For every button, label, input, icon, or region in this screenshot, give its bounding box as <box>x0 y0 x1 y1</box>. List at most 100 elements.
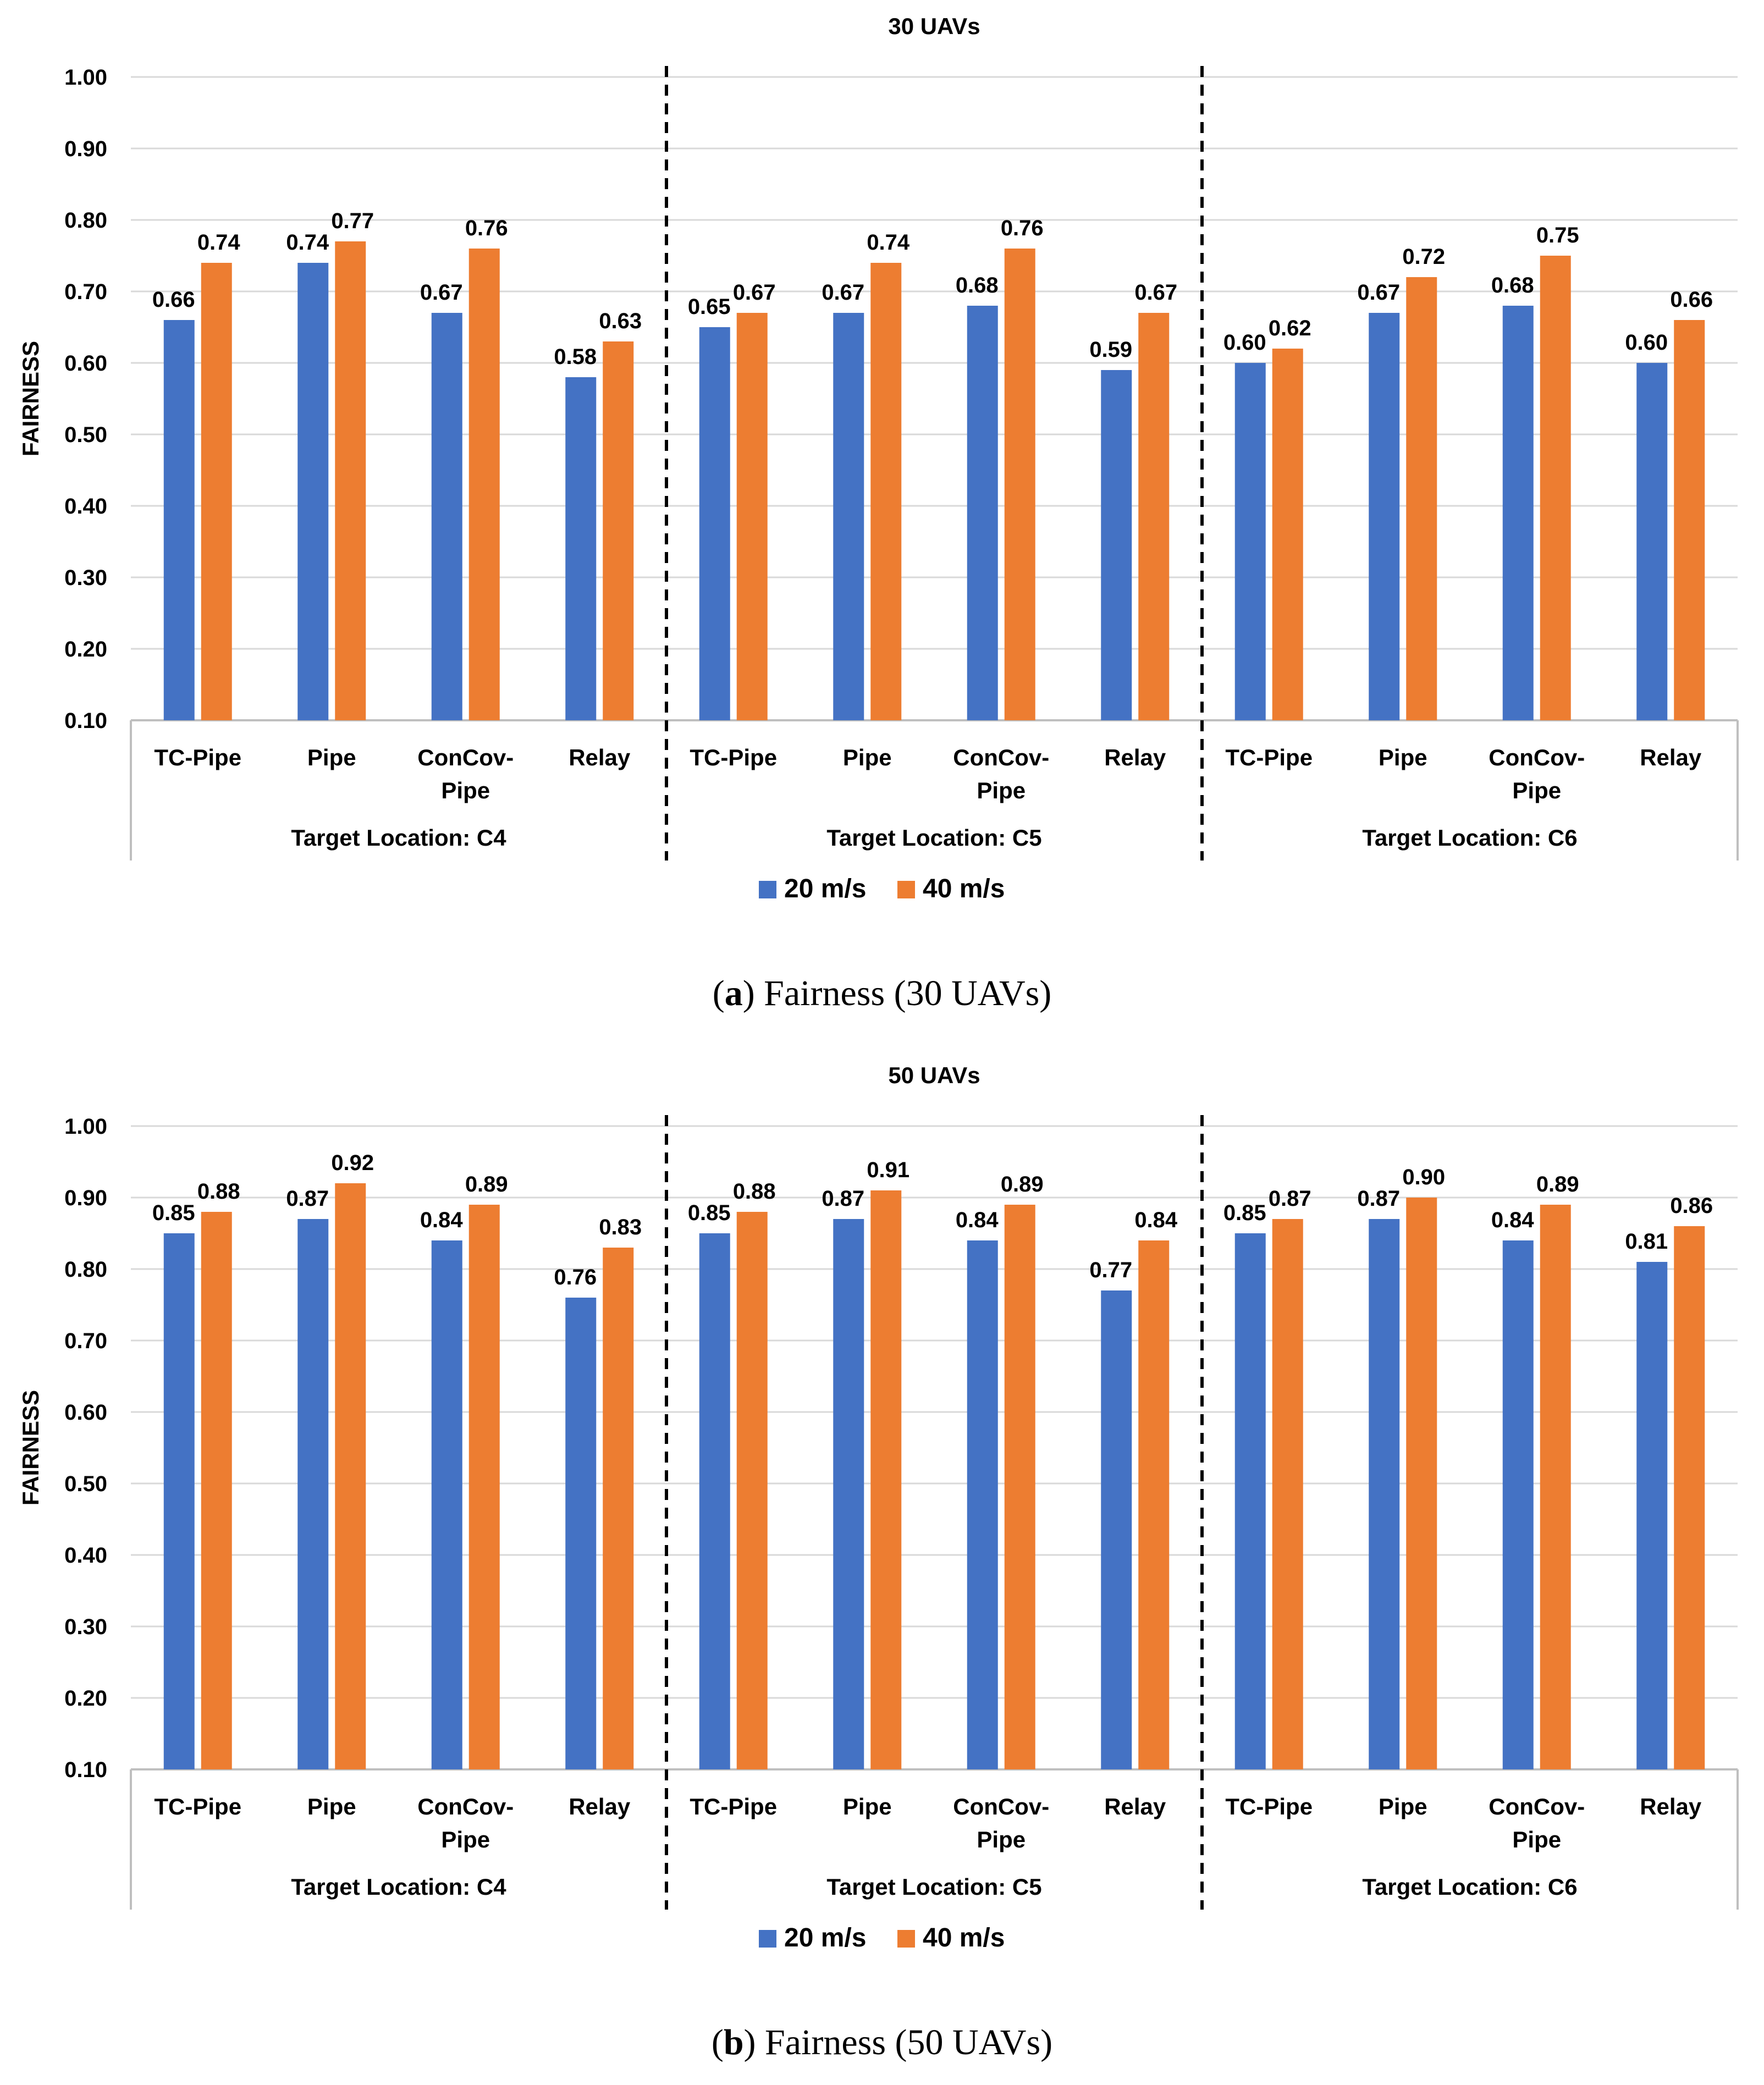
bar-20ms <box>833 313 864 720</box>
legend-label: 40 m/s <box>923 874 1005 903</box>
legend-label: 40 m/s <box>923 1923 1005 1952</box>
data-label: 0.87 <box>822 1187 864 1211</box>
bar-20ms <box>1636 363 1668 720</box>
data-label: 0.60 <box>1223 330 1266 355</box>
legend-label: 20 m/s <box>784 874 866 903</box>
bar-20ms <box>431 1240 462 1769</box>
bar-20ms <box>1369 313 1400 720</box>
bar-20ms <box>565 1298 597 1769</box>
data-label: 0.68 <box>1491 273 1534 297</box>
y-tick-label: 0.50 <box>64 423 107 447</box>
bar-20ms <box>565 377 597 720</box>
data-label: 0.84 <box>1491 1208 1535 1232</box>
data-label: 0.67 <box>733 280 776 305</box>
bar-40ms <box>1272 349 1303 720</box>
bar-40ms <box>603 1248 634 1769</box>
data-label: 0.76 <box>1001 216 1044 240</box>
bar-40ms <box>1674 320 1705 720</box>
bar-20ms <box>297 263 329 720</box>
bar-20ms <box>163 320 195 720</box>
y-tick-label: 0.80 <box>64 208 107 233</box>
data-label: 0.72 <box>1402 245 1445 269</box>
group-label: Target Location: C4 <box>291 825 506 851</box>
data-label: 0.89 <box>1536 1172 1579 1196</box>
category-label: Relay <box>1640 1794 1702 1819</box>
category-label: ConCov-Pipe <box>1489 744 1585 803</box>
bar-40ms <box>870 1190 902 1769</box>
data-label: 0.67 <box>822 280 864 305</box>
y-tick-label: 0.70 <box>64 1329 107 1353</box>
y-tick-label: 0.80 <box>64 1257 107 1282</box>
bar-40ms <box>736 1212 768 1769</box>
bar-20ms <box>833 1219 864 1769</box>
y-tick-label: 0.50 <box>64 1472 107 1496</box>
figure-caption: (b) Fairness (50 UAVs) <box>712 2022 1052 2062</box>
category-label: Pipe <box>1379 1794 1427 1819</box>
y-tick-label: 0.60 <box>64 351 107 376</box>
category-label: Relay <box>1104 1794 1166 1819</box>
data-label: 0.76 <box>554 1265 597 1289</box>
data-label: 0.66 <box>152 288 195 312</box>
category-label: Pipe <box>1379 744 1427 770</box>
data-label: 0.84 <box>956 1208 999 1232</box>
category-label: ConCov-Pipe <box>1489 1794 1585 1852</box>
data-label: 0.81 <box>1625 1229 1668 1254</box>
data-label: 0.89 <box>465 1172 508 1196</box>
data-label: 0.59 <box>1089 338 1132 362</box>
y-axis-label: FAIRNESS <box>18 341 43 456</box>
data-label: 0.87 <box>1357 1187 1400 1211</box>
data-label: 0.90 <box>1402 1165 1445 1189</box>
bar-20ms <box>1234 363 1266 720</box>
bar-20ms <box>163 1233 195 1769</box>
legend-swatch <box>897 1930 915 1948</box>
category-label: Relay <box>569 1794 631 1819</box>
data-label: 0.91 <box>867 1158 909 1182</box>
legend-label: 20 m/s <box>784 1923 866 1952</box>
category-label: Pipe <box>843 1794 892 1819</box>
category-label: Relay <box>1104 744 1166 770</box>
legend-swatch <box>759 1930 776 1948</box>
y-tick-label: 0.40 <box>64 1543 107 1568</box>
data-label: 0.74 <box>867 230 910 255</box>
data-label: 0.85 <box>688 1201 731 1225</box>
data-label: 0.77 <box>1089 1258 1132 1282</box>
y-tick-label: 0.60 <box>64 1400 107 1425</box>
bar-40ms <box>603 341 634 720</box>
bar-40ms <box>1406 277 1437 720</box>
bar-20ms <box>1101 1290 1132 1769</box>
y-tick-label: 0.40 <box>64 494 107 519</box>
data-label: 0.74 <box>197 230 241 255</box>
data-label: 0.77 <box>331 209 374 233</box>
chart-panel-1: 30 UAVsFAIRNESS0.100.200.300.400.500.600… <box>18 13 1739 1013</box>
data-label: 0.89 <box>1001 1172 1044 1196</box>
data-label: 0.67 <box>1134 280 1177 305</box>
legend-swatch <box>759 881 776 898</box>
category-label: ConCov-Pipe <box>417 744 514 803</box>
bar-40ms <box>335 241 366 720</box>
data-label: 0.88 <box>197 1179 240 1204</box>
data-label: 0.87 <box>286 1187 329 1211</box>
data-label: 0.84 <box>420 1208 464 1232</box>
data-label: 0.84 <box>1134 1208 1178 1232</box>
bar-40ms <box>1138 313 1170 720</box>
y-tick-label: 0.90 <box>64 137 107 161</box>
data-label: 0.83 <box>599 1215 642 1239</box>
bar-20ms <box>1502 306 1534 720</box>
data-label: 0.75 <box>1536 223 1579 247</box>
y-tick-label: 0.20 <box>64 637 107 661</box>
data-label: 0.62 <box>1269 316 1311 340</box>
data-label: 0.92 <box>331 1151 374 1175</box>
data-label: 0.60 <box>1625 330 1668 355</box>
data-label: 0.63 <box>599 309 642 333</box>
bar-20ms <box>431 313 462 720</box>
bar-40ms <box>736 313 768 720</box>
category-label: TC-Pipe <box>1225 1794 1313 1819</box>
chart-panel-2: 50 UAVs FAIRNESS 0.10 0.20 0.30 0.40 0.50 0.60 0… <box>18 1062 1739 2062</box>
category-label: ConCov-Pipe <box>953 1794 1049 1852</box>
chart-title: 30 UAVs <box>888 13 980 39</box>
data-label: 0.65 <box>688 295 731 319</box>
bar-20ms <box>967 1240 998 1769</box>
y-tick-label: 1.00 <box>64 1115 107 1139</box>
data-label: 0.67 <box>1357 280 1400 305</box>
